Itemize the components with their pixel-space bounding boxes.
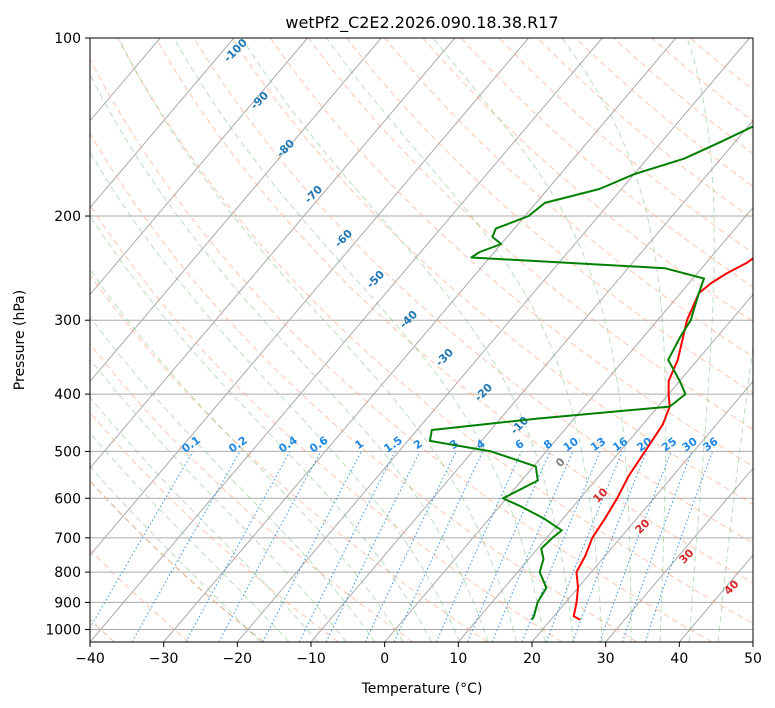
y-tick-label: 600 [54, 491, 81, 507]
x-axis-label: Temperature (°C) [361, 681, 483, 697]
x-tick-label: 40 [670, 651, 688, 667]
y-tick-label: 1000 [45, 622, 81, 638]
y-tick-label: 400 [54, 387, 81, 403]
isotherm--120 [0, 38, 13, 642]
skew-t-chart: 0.1 0.2 0.4 0.6 1 1.5 2 3 4 6 8 10 13 16 20 25 30 36-100-… [0, 0, 775, 708]
x-tick-label: 30 [597, 651, 615, 667]
y-tick-label: 800 [54, 565, 81, 581]
x-tick-label: 0 [380, 651, 389, 667]
y-tick-label: 300 [54, 313, 81, 329]
y-tick-label: 700 [54, 531, 81, 547]
x-tick-label: −10 [296, 651, 326, 667]
isotherm-50 [753, 38, 775, 642]
x-tick-label: −20 [223, 651, 253, 667]
x-tick-label: −30 [149, 651, 179, 667]
x-tick-label: −40 [75, 651, 105, 667]
x-tick-label: 10 [449, 651, 467, 667]
plot-background [90, 38, 753, 642]
y-tick-label: 200 [54, 209, 81, 225]
y-tick-label: 500 [54, 444, 81, 460]
y-axis-label: Pressure (hPa) [12, 290, 28, 390]
x-tick-label: 50 [744, 651, 762, 667]
y-tick-label: 100 [54, 31, 81, 47]
y-tick-label: 900 [54, 595, 81, 611]
chart-title: wetPf2_C2E2.2026.090.18.38.R17 [285, 13, 558, 33]
x-tick-label: 20 [523, 651, 541, 667]
